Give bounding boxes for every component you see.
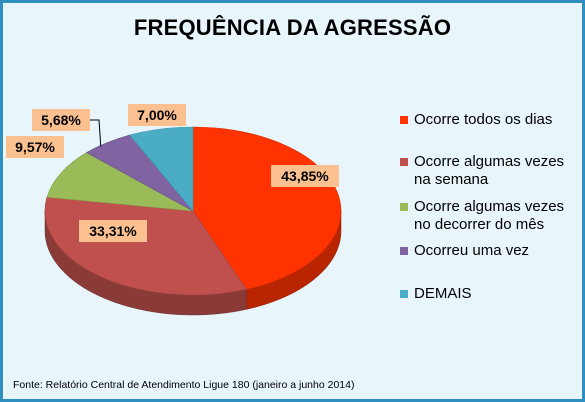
data-label: 5,68% bbox=[41, 112, 81, 128]
legend-label: Ocorre algumas vezes na semana bbox=[414, 153, 565, 188]
data-label: 9,57% bbox=[15, 139, 55, 155]
data-label-box bbox=[32, 109, 90, 131]
pie-slice bbox=[129, 126, 194, 212]
pie-labels: 43,85% 33,31% 9,57% 5,68% 7,00% bbox=[6, 104, 339, 242]
legend-swatch bbox=[400, 247, 408, 255]
legend-swatch bbox=[400, 158, 408, 166]
source-note: Fonte: Relatório Central de Atendimento … bbox=[13, 379, 355, 391]
data-label-box bbox=[79, 220, 147, 242]
data-label-box bbox=[128, 104, 186, 126]
legend-label: DEMAIS bbox=[414, 285, 472, 302]
chart-title: FREQUÊNCIA DA AGRESSÃO bbox=[133, 15, 452, 40]
data-label: 33,31% bbox=[89, 223, 137, 239]
legend-label: Ocorre algumas vezes no decorrer do mês bbox=[414, 198, 565, 233]
pie-slice bbox=[46, 152, 194, 212]
data-label: 43,85% bbox=[281, 168, 329, 184]
data-label-box bbox=[6, 136, 64, 158]
legend-swatch bbox=[400, 116, 408, 124]
data-label: 7,00% bbox=[137, 107, 177, 123]
legend-swatch bbox=[400, 290, 408, 298]
legend-label: Ocorreu uma vez bbox=[414, 242, 530, 259]
leader-line bbox=[90, 119, 102, 147]
pie-chart: 43,85% 33,31% 9,57% 5,68% 7,00% bbox=[6, 104, 342, 316]
legend-label: Ocorre todos os dias bbox=[414, 111, 553, 128]
pie-tops bbox=[44, 126, 342, 296]
data-label-box bbox=[271, 165, 339, 187]
legend-swatch bbox=[400, 203, 408, 211]
